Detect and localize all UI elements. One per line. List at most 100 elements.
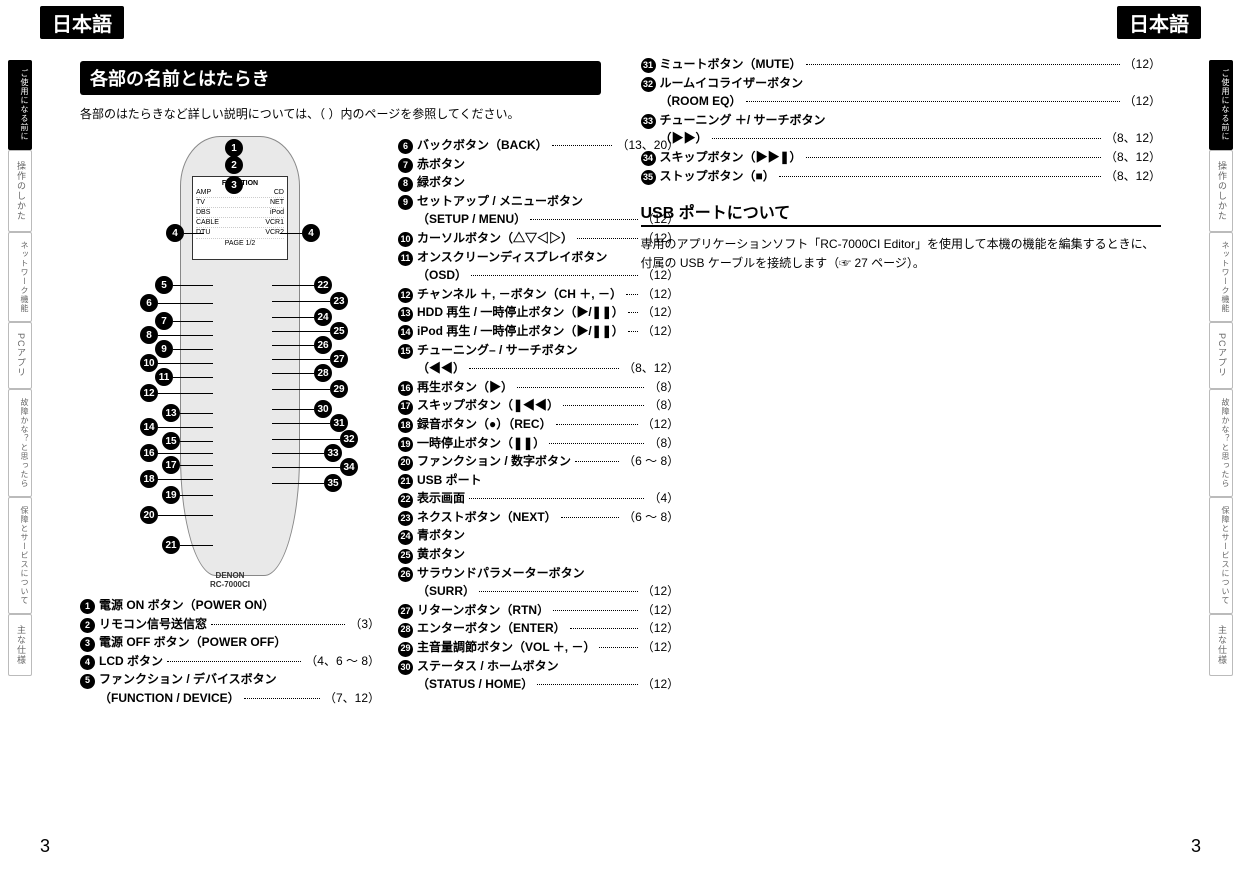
item-label: チューニング– / サーチボタン [417, 341, 578, 360]
callout-line [173, 349, 213, 350]
left-page-content: 各部の名前とはたらき 各部のはたらきなど詳しい説明については、（ ）内のページを… [80, 55, 601, 708]
leader-dots [552, 145, 613, 146]
side-tab[interactable]: 操作のしかた [1209, 150, 1233, 232]
leader-dots [806, 157, 1101, 158]
item-number: 23 [398, 511, 413, 526]
callout-line [173, 321, 213, 322]
item-label: サラウンドパラメーターボタン [417, 564, 585, 583]
callout-line [272, 423, 330, 424]
item-number: 17 [398, 400, 413, 415]
side-tab[interactable]: 主な仕様 [1209, 614, 1233, 676]
item-label: iPod 再生 / 一時停止ボタン（▶/❚❚） [417, 322, 624, 341]
callout-number: 14 [140, 418, 158, 436]
item-page: （3） [349, 615, 380, 634]
leader-dots [779, 176, 1101, 177]
item-number: 16 [398, 381, 413, 396]
side-tab[interactable]: 故障かな？と思ったら [1209, 389, 1233, 497]
item-number: 21 [398, 474, 413, 489]
side-tab[interactable]: PCアプリ [8, 322, 32, 389]
item-label: チューニング ＋/ サーチボタン [660, 111, 826, 130]
item-label: USB ポート [417, 471, 482, 490]
side-tab[interactable]: ネットワーク機能 [8, 232, 32, 322]
callout-line [158, 427, 213, 428]
item-number: 1 [80, 599, 95, 614]
leader-dots [167, 661, 301, 662]
item-number: 12 [398, 288, 413, 303]
side-tab[interactable]: 保障とサービスについて [8, 497, 32, 614]
item-sublabel: （SURR） [417, 582, 475, 601]
remote-brand: DENON RC-7000CI [210, 572, 250, 590]
callout-number: 27 [330, 350, 348, 368]
item-page: （8、12） [1105, 167, 1161, 186]
screen-row: TVNET [196, 198, 284, 208]
side-tab[interactable]: ネットワーク機能 [1209, 232, 1233, 322]
callout-line [272, 467, 340, 468]
screen-row: DBSiPod [196, 208, 284, 218]
callout-number: 17 [162, 456, 180, 474]
item-sublabel: （STATUS / HOME） [417, 675, 533, 694]
item-sublabel: （OSD） [417, 266, 467, 285]
leader-dots [479, 591, 638, 592]
item-number: 32 [641, 77, 656, 92]
language-header: 日本語 [40, 6, 124, 39]
leader-dots [806, 64, 1120, 65]
leader-dots [561, 517, 619, 518]
item-label: スキップボタン（▶▶❚） [660, 148, 802, 167]
item-label: ファンクション / 数字ボタン [417, 452, 571, 471]
callout-number: 3 [225, 176, 243, 194]
side-tab[interactable]: ご使用になる前に [8, 60, 32, 150]
callout-number: 7 [155, 312, 173, 330]
list-item: 5ファンクション / デバイスボタン [80, 670, 380, 689]
item-label: 録音ボタン（●）（REC） [417, 415, 552, 434]
callout-number: 31 [330, 414, 348, 432]
item-number: 4 [80, 655, 95, 670]
item-number: 14 [398, 325, 413, 340]
side-tab[interactable]: 保障とサービスについて [1209, 497, 1233, 614]
callout-number: 33 [324, 444, 342, 462]
callout-line [173, 285, 213, 286]
list-item-sub: （FUNCTION / DEVICE）（7、12） [80, 689, 380, 708]
list-item: 33チューニング ＋/ サーチボタン [641, 111, 1162, 130]
callout-line [272, 409, 314, 410]
item-page: （8、12） [1105, 129, 1161, 148]
item-label: 電源 OFF ボタン（POWER OFF） [99, 633, 286, 652]
columns: FUNCTIONAMPCDTVNETDBSiPodCABLEVCR1DTUVCR… [80, 136, 601, 708]
callout-line [158, 363, 213, 364]
callout-line [272, 317, 314, 318]
usb-body: 専用のアプリケーションソフト「RC-7000CI Editor」を使用して本機の… [641, 235, 1162, 273]
leader-dots [469, 498, 644, 499]
item-number: 28 [398, 623, 413, 638]
item-sublabel: （FUNCTION / DEVICE） [99, 689, 240, 708]
screen-row: DTUVCR2 [196, 228, 284, 238]
callout-line [272, 359, 330, 360]
list-item-sub: （▶▶）（8、12） [641, 129, 1162, 148]
page-number: 3 [40, 836, 50, 857]
callout-line [158, 335, 213, 336]
item-number: 34 [641, 151, 656, 166]
item-label: LCD ボタン [99, 652, 163, 671]
item-number: 15 [398, 344, 413, 359]
callout-line [180, 495, 213, 496]
item-number: 10 [398, 232, 413, 247]
left-page: 日本語 ご使用になる前に操作のしかたネットワーク機能PCアプリ故障かな？と思った… [0, 0, 621, 875]
item-number: 18 [398, 418, 413, 433]
leader-dots [211, 624, 345, 625]
item-sublabel: （SETUP / MENU） [417, 210, 526, 229]
language-header: 日本語 [1117, 6, 1201, 39]
side-tab[interactable]: 操作のしかた [8, 150, 32, 232]
item-number: 9 [398, 195, 413, 210]
item-label: 黄ボタン [417, 545, 465, 564]
side-tab[interactable]: ご使用になる前に [1209, 60, 1233, 150]
callout-number: 2 [225, 156, 243, 174]
side-tab[interactable]: 故障かな？と思ったら [8, 389, 32, 497]
callout-number: 9 [155, 340, 173, 358]
item-label: ルームイコライザーボタン [660, 74, 804, 93]
leader-dots [471, 275, 638, 276]
callout-line [272, 483, 324, 484]
item-label: HDD 再生 / 一時停止ボタン（▶/❚❚） [417, 303, 624, 322]
list-item: 34スキップボタン（▶▶❚）（8、12） [641, 148, 1162, 167]
side-tab[interactable]: 主な仕様 [8, 614, 32, 676]
callout-number: 20 [140, 506, 158, 524]
side-tab[interactable]: PCアプリ [1209, 322, 1233, 389]
list-item: 1電源 ON ボタン（POWER ON） [80, 596, 380, 615]
